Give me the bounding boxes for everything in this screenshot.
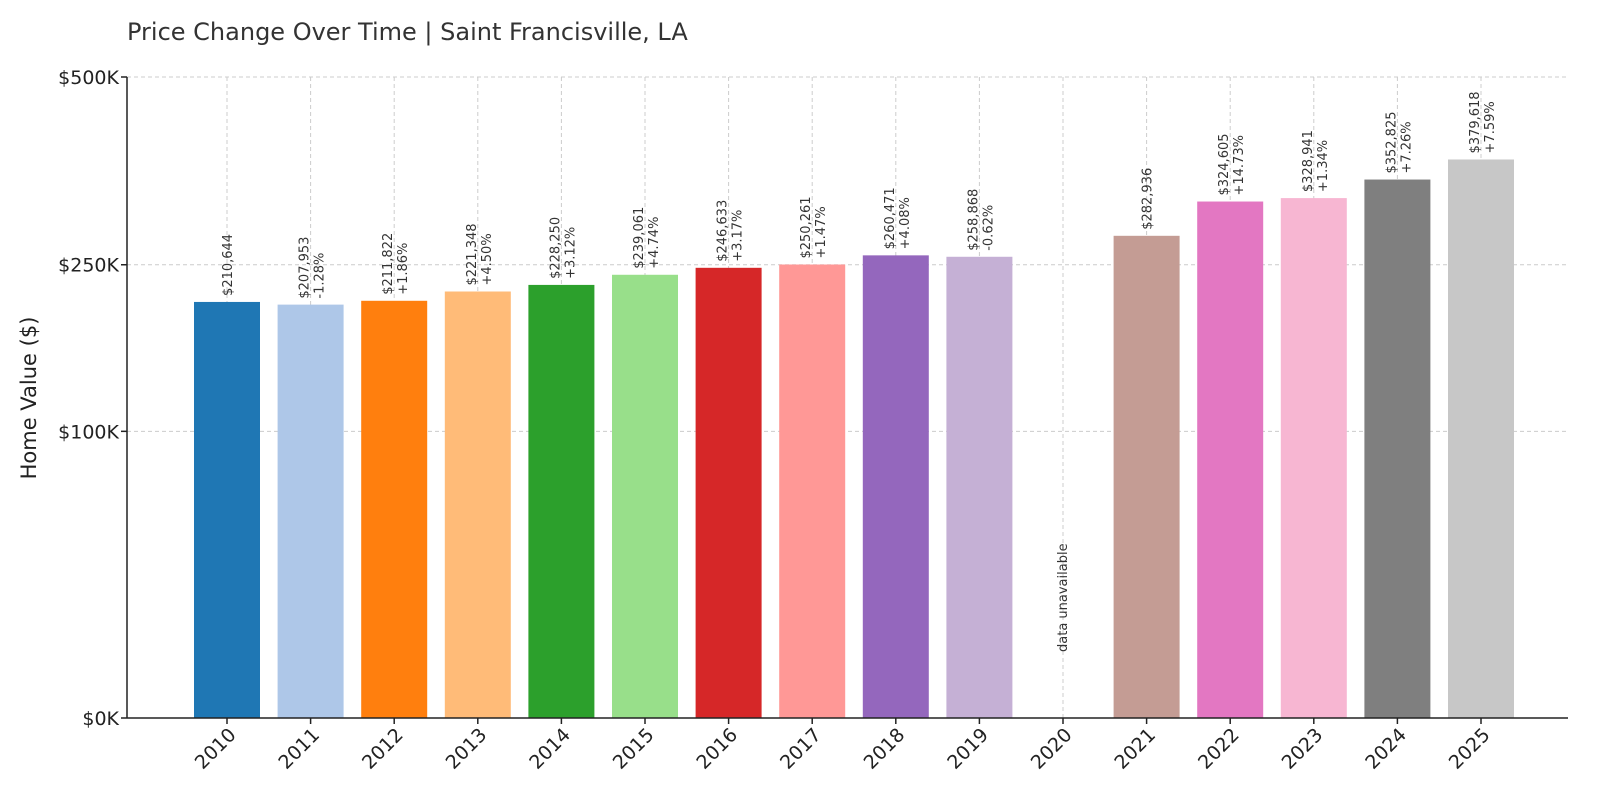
change-label-2012: +1.86% [396, 243, 411, 295]
value-label-2010: $210,644 [221, 234, 236, 296]
y-axis-label: Home Value ($) [17, 317, 41, 480]
bar-2010 [194, 301, 260, 718]
bar-2012 [361, 300, 428, 718]
x-tick-label: 2024 [1361, 724, 1411, 774]
value-label-2018: $260,471 [883, 187, 898, 249]
bar-2021 [1113, 235, 1180, 718]
x-tick-label: 2025 [1445, 724, 1495, 774]
bar-2023 [1280, 198, 1347, 718]
bar-2016 [695, 267, 762, 718]
change-label-2023: +1.34% [1316, 140, 1331, 192]
y-tick-label: $100K [58, 421, 119, 443]
bar-2015 [612, 274, 678, 718]
x-tick-label: 2017 [776, 724, 826, 774]
x-tick-label: 2013 [442, 724, 492, 774]
change-label-2013: +4.50% [480, 233, 495, 285]
value-label-2022: $324,605 [1217, 133, 1232, 195]
x-tick-label: 2010 [191, 724, 241, 774]
change-label-2014: +3.12% [563, 227, 578, 279]
x-tick-label: 2022 [1194, 724, 1244, 774]
bar-2022 [1197, 201, 1264, 718]
y-tick-label: $0K [82, 708, 119, 730]
value-label-2016: $246,633 [716, 200, 731, 262]
bar-2018 [862, 255, 929, 718]
value-label-2023: $328,941 [1301, 130, 1316, 192]
change-label-2011: -1.28% [313, 253, 328, 299]
bars [194, 159, 1514, 719]
change-label-2017: +1.47% [814, 206, 829, 258]
missing-label-2020: data unavailable [1056, 543, 1071, 652]
value-label-2024: $352,825 [1384, 112, 1399, 174]
change-label-2024: +7.26% [1399, 121, 1414, 173]
change-label-2022: +14.73% [1232, 135, 1247, 195]
x-tick-label: 2018 [860, 724, 910, 774]
x-tick-label: 2021 [1110, 724, 1160, 774]
change-label-2025: +7.59% [1483, 101, 1498, 153]
bar-2017 [779, 264, 846, 718]
y-tick-label: $500K [58, 67, 119, 89]
x-tick-label: 2012 [358, 724, 408, 774]
change-label-2016: +3.17% [731, 210, 746, 262]
value-label-2011: $207,953 [298, 237, 313, 299]
value-label-2021: $282,936 [1141, 168, 1156, 230]
x-tick-label: 2015 [609, 724, 659, 774]
change-label-2015: +4.74% [647, 217, 662, 269]
value-label-2017: $250,261 [799, 196, 814, 258]
x-tick-label: 2014 [525, 724, 575, 774]
change-label-2019: -0.62% [981, 205, 996, 251]
bar-2014 [528, 284, 595, 718]
value-label-2015: $239,061 [632, 207, 647, 269]
data-labels: $210,644 $207,953 -1.28% $211,822 +1.86% $221… [221, 91, 1498, 652]
value-label-2025: $379,618 [1468, 91, 1483, 153]
change-label-2018: +4.08% [898, 197, 913, 249]
x-tick-label: 2020 [1027, 724, 1077, 774]
bar-2025 [1448, 159, 1514, 719]
bar-2013 [444, 291, 511, 718]
value-label-2013: $221,348 [465, 223, 480, 285]
x-tick-label: 2016 [692, 724, 742, 774]
value-label-2014: $228,250 [548, 217, 563, 279]
x-tick-label: 2011 [274, 724, 324, 774]
x-tick-label: 2019 [943, 724, 993, 774]
y-tick-label: $250K [58, 255, 119, 277]
value-label-2019: $258,868 [966, 189, 981, 251]
value-label-2012: $211,822 [381, 233, 396, 295]
bar-2011 [277, 304, 344, 718]
bar-2019 [946, 256, 1013, 718]
chart-title: Price Change Over Time | Saint Francisvi… [127, 18, 688, 46]
x-tick-label: 2023 [1278, 724, 1328, 774]
bar-2024 [1364, 179, 1431, 719]
